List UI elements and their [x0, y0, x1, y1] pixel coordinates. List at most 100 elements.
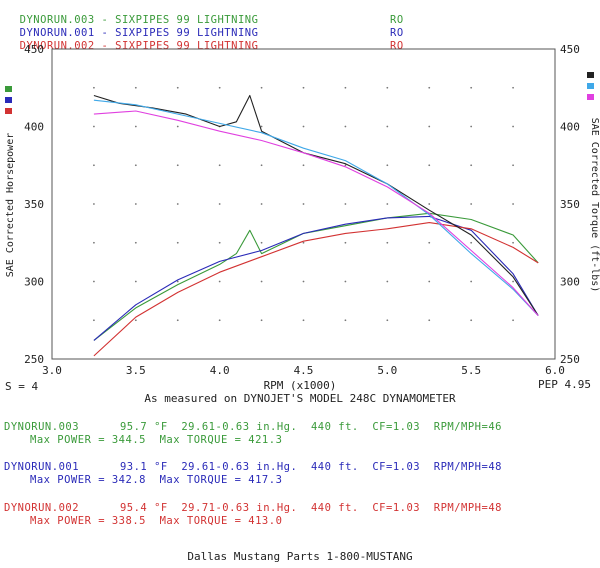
x-tick-label: 6.0	[545, 364, 565, 377]
run-003-header: DYNORUN.003 95.7 °F 29.61-0.63 in.Hg. 44…	[4, 421, 502, 433]
y-tick-label-left: 250	[24, 353, 44, 366]
run-001-max: Max POWER = 342.8 Max TORQUE = 417.3	[30, 474, 283, 486]
x-axis-ticks: 3.0 3.5 4.0 4.5 5.0 5.5 6.0	[42, 364, 565, 377]
grid-dot	[134, 164, 137, 167]
grid-dot	[260, 280, 263, 283]
grid-dot	[344, 125, 347, 128]
legend-entry-001: DYNORUN.001 - SIXPIPES 99 LIGHTNING RO	[6, 15, 404, 39]
series-power-dynorun-003	[93, 212, 539, 341]
grid-dot	[93, 86, 95, 89]
grid-dot	[218, 280, 221, 283]
grid-dot	[386, 203, 389, 205]
grid-dot	[428, 319, 431, 322]
x-tick-label: 5.5	[461, 364, 481, 377]
x-tick-label: 4.0	[210, 364, 230, 377]
y-tick-label-right: 250	[560, 353, 580, 366]
grid-dot	[512, 86, 514, 89]
grid-dot	[93, 125, 95, 128]
grid-dot	[428, 280, 431, 283]
grid-dot	[176, 319, 179, 322]
grid-dot	[176, 280, 179, 283]
grid-dot	[302, 125, 305, 128]
series-marker-right	[587, 94, 594, 100]
grid-dot	[386, 280, 389, 283]
series-color-markers-right	[587, 72, 594, 100]
grid-dot	[260, 319, 263, 322]
grid-dot	[93, 164, 95, 167]
grid-dot	[344, 203, 347, 205]
run-002-max: Max POWER = 338.5 Max TORQUE = 413.0	[30, 515, 283, 527]
grid-dot	[260, 203, 263, 205]
x-tick-label: 4.5	[294, 364, 314, 377]
legend-label: DYNORUN.001 - SIXPIPES 99 LIGHTNING	[19, 27, 259, 39]
run-003-max: Max POWER = 344.5 Max TORQUE = 421.3	[30, 434, 283, 446]
grid-dot	[386, 164, 389, 167]
x-axis-label: RPM (x1000)	[264, 379, 337, 392]
grid-dot	[302, 280, 305, 283]
grid-dot	[218, 203, 221, 205]
grid-dot	[134, 203, 137, 205]
grid-dot	[260, 125, 263, 128]
grid-dot	[134, 86, 137, 89]
grid-dot	[344, 319, 347, 322]
plot-frame	[51, 48, 556, 360]
legend-entry-003: DYNORUN.003 - SIXPIPES 99 LIGHTNING RO	[6, 2, 404, 26]
grid-dot	[134, 280, 137, 283]
grid-dot	[428, 241, 431, 244]
y-axis-right-label: SAE Corrected Torque (ft-lbs)	[589, 118, 600, 293]
grid-dot	[218, 319, 221, 322]
footer-text: Dallas Mustang Parts 1-800-MUSTANG	[187, 550, 413, 563]
pep-value: PEP 4.95	[538, 378, 591, 391]
x-tick-label: 5.0	[377, 364, 397, 377]
grid-dot	[260, 86, 263, 89]
series-power-dynorun-001	[93, 215, 539, 341]
series-marker-right	[587, 72, 594, 78]
y-axis-left-label: SAE Corrected Horsepower	[5, 133, 16, 278]
x-tick-label: 3.5	[126, 364, 146, 377]
grid-dot	[512, 203, 514, 205]
grid-dot	[260, 164, 263, 167]
grid-dot	[470, 125, 473, 128]
grid-dot	[302, 241, 305, 244]
grid-dot	[470, 86, 473, 89]
grid-dots	[93, 86, 514, 322]
grid-dot	[344, 164, 347, 167]
grid-dot	[428, 86, 431, 89]
grid-dot	[344, 241, 347, 244]
grid-dot	[428, 125, 431, 128]
grid-dot	[512, 164, 514, 167]
grid-dot	[512, 280, 514, 283]
grid-dot	[176, 164, 179, 167]
grid-dot	[93, 203, 95, 205]
y-tick-label-left: 300	[24, 276, 44, 289]
x-tick-label: 3.0	[42, 364, 62, 377]
grid-dot	[428, 203, 431, 205]
grid-dot	[176, 125, 179, 128]
grid-dot	[134, 319, 137, 322]
legend-label: DYNORUN.003 - SIXPIPES 99 LIGHTNING	[19, 14, 259, 26]
y-axis-right-ticks: 450 400 350 300 250	[560, 43, 580, 366]
grid-dot	[512, 241, 514, 244]
y-tick-label-left: 350	[24, 198, 44, 211]
y-tick-label-right: 400	[560, 121, 580, 134]
y-axis-left-ticks: 450 400 350 300 250	[24, 43, 44, 366]
grid-dot	[470, 241, 473, 244]
grid-dot	[93, 280, 95, 283]
grid-dot	[302, 203, 305, 205]
grid-dot	[386, 319, 389, 322]
grid-dot	[386, 86, 389, 89]
y-tick-label-right: 300	[560, 276, 580, 289]
grid-dot	[93, 241, 95, 244]
grid-dot	[260, 241, 263, 244]
grid-dot	[470, 164, 473, 167]
series-torque-dynorun-001	[93, 99, 539, 316]
grid-dot	[176, 241, 179, 244]
grid-dot	[470, 280, 473, 283]
grid-dot	[470, 319, 473, 322]
grid-dot	[218, 241, 221, 244]
grid-dot	[302, 164, 305, 167]
grid-dot	[386, 241, 389, 244]
series-marker-right	[587, 83, 594, 89]
grid-dot	[512, 319, 514, 322]
dyno-chart: 3.0 3.5 4.0 4.5 5.0 5.5 6.0 450 400 350 300 250 45…	[5, 43, 600, 392]
